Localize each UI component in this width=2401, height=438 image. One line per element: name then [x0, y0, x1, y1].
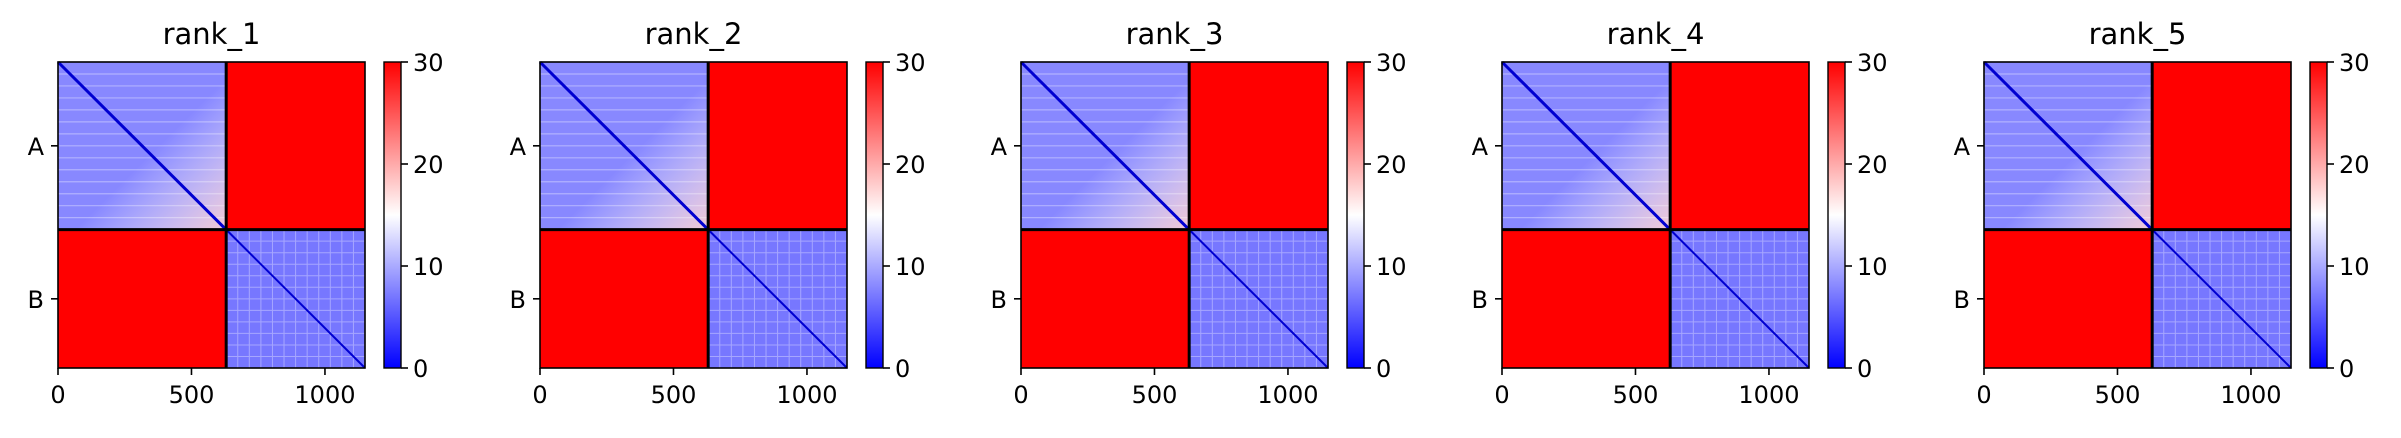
colorbar-tick-label: 0	[895, 355, 910, 383]
diagonal-b	[1669, 228, 1810, 369]
colorbar-tick-label: 20	[895, 151, 926, 179]
colorbar: 0 10 20 30	[383, 49, 444, 383]
colorbar-gradient	[865, 61, 884, 369]
colorbar-tick-label: 20	[2339, 151, 2370, 179]
block-a-b	[1189, 62, 1328, 230]
y-tick-label: A	[28, 133, 45, 161]
diagonal-a	[1982, 60, 2154, 231]
x-tick-label: 0	[1494, 381, 1509, 409]
colorbar: 0 10 20 30	[2309, 49, 2370, 383]
panel-title: rank_3	[1126, 17, 1224, 51]
panel-title: rank_2	[645, 17, 743, 51]
colorbar-tick-label: 10	[1376, 253, 1407, 281]
y-tick-label: B	[510, 286, 526, 314]
colorbar: 0 10 20 30	[1827, 49, 1888, 383]
heatmap-panel-5: rank_5 A B 0 500 1000 0 10 20 30	[1954, 17, 2370, 409]
heatmap-panel-3: rank_3 A B 0 500 1000 0 10 20 30	[991, 17, 1407, 409]
plot-frame	[539, 61, 848, 369]
block-b-a	[540, 229, 709, 368]
diagonal-b	[2151, 228, 2292, 369]
block-a-b	[226, 62, 365, 230]
heatmap-panel-2: rank_2 A B 0 500 1000 0 10 20 30	[510, 17, 926, 409]
block-texture	[58, 73, 365, 368]
colorbar-gradient	[2309, 61, 2328, 369]
y-tick-label: B	[1472, 286, 1488, 314]
block-b-a	[1021, 229, 1190, 368]
x-tick-label: 1000	[1257, 381, 1318, 409]
x-tick-label: 500	[169, 381, 215, 409]
y-tick-label: A	[1472, 133, 1489, 161]
block-a-b	[1670, 62, 1809, 230]
panel-title: rank_5	[2089, 17, 2187, 51]
x-tick-label: 0	[1976, 381, 1991, 409]
block-a-b	[708, 62, 847, 230]
x-tick-label: 500	[1613, 381, 1659, 409]
x-tick-label: 500	[1132, 381, 1178, 409]
y-tick-label: A	[1954, 133, 1971, 161]
x-tick-label: 0	[50, 381, 65, 409]
plot-frame	[1501, 61, 1810, 369]
x-tick-label: 1000	[776, 381, 837, 409]
heatmap-panel-4: rank_4 A B 0 500 1000 0 10 20 30	[1472, 17, 1888, 409]
plot-frame	[1020, 61, 1329, 369]
colorbar-tick-label: 20	[1857, 151, 1888, 179]
x-tick-label: 1000	[1738, 381, 1799, 409]
block-b-a	[1984, 229, 2153, 368]
colorbar-tick-label: 10	[895, 253, 926, 281]
panel-title: rank_1	[163, 17, 261, 51]
colorbar-tick-label: 10	[1857, 253, 1888, 281]
colorbar-tick-label: 10	[413, 253, 444, 281]
y-tick-label: B	[1954, 286, 1970, 314]
colorbar-tick-label: 0	[2339, 355, 2354, 383]
colorbar-tick-label: 0	[413, 355, 428, 383]
x-tick-label: 0	[1013, 381, 1028, 409]
block-texture	[1984, 73, 2291, 368]
colorbar-tick-label: 20	[1376, 151, 1407, 179]
heatmap-panel-1: rank_1 A B 0 500 1000 0 10 20 30	[28, 17, 444, 409]
colorbar-gradient	[383, 61, 402, 369]
diagonal-b	[707, 228, 848, 369]
diagonal-a	[56, 60, 228, 231]
colorbar-gradient	[1346, 61, 1365, 369]
colorbar-tick-label: 30	[413, 49, 444, 77]
block-a-b	[2152, 62, 2291, 230]
diagonal-a	[538, 60, 710, 231]
colorbar: 0 10 20 30	[1346, 49, 1407, 383]
colorbar-tick-label: 30	[1376, 49, 1407, 77]
block-b-a	[1502, 229, 1671, 368]
diagonal-b	[225, 228, 366, 369]
colorbar-tick-label: 30	[1857, 49, 1888, 77]
block-b-a	[58, 229, 227, 368]
x-tick-label: 1000	[294, 381, 355, 409]
diagonal-a	[1500, 60, 1672, 231]
x-tick-label: 0	[532, 381, 547, 409]
colorbar-gradient	[1827, 61, 1846, 369]
x-tick-label: 1000	[2220, 381, 2281, 409]
y-tick-label: B	[991, 286, 1007, 314]
y-tick-label: B	[28, 286, 44, 314]
colorbar-tick-label: 10	[2339, 253, 2370, 281]
y-tick-label: A	[510, 133, 527, 161]
colorbar-tick-label: 0	[1376, 355, 1391, 383]
colorbar-tick-label: 30	[895, 49, 926, 77]
x-tick-label: 500	[2095, 381, 2141, 409]
x-tick-label: 500	[651, 381, 697, 409]
y-tick-label: A	[991, 133, 1008, 161]
plot-frame	[1983, 61, 2292, 369]
panel-title: rank_4	[1607, 17, 1705, 51]
colorbar: 0 10 20 30	[865, 49, 926, 383]
colorbar-tick-label: 30	[2339, 49, 2370, 77]
diagonal-b	[1188, 228, 1329, 369]
colorbar-tick-label: 0	[1857, 355, 1872, 383]
plot-frame	[57, 61, 366, 369]
colorbar-tick-label: 20	[413, 151, 444, 179]
diagonal-a	[1019, 60, 1191, 231]
